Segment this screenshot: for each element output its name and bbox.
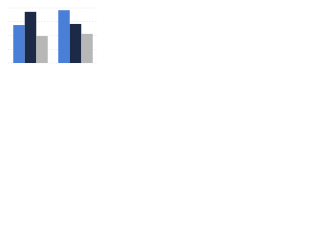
chart <box>8 7 98 64</box>
bar <box>36 36 48 63</box>
bar <box>81 33 93 63</box>
bar <box>69 23 82 63</box>
bar <box>58 10 70 63</box>
page: (() => { const data = JSON.parse(documen… <box>0 0 100 71</box>
bar <box>24 11 37 64</box>
bar <box>13 25 25 63</box>
